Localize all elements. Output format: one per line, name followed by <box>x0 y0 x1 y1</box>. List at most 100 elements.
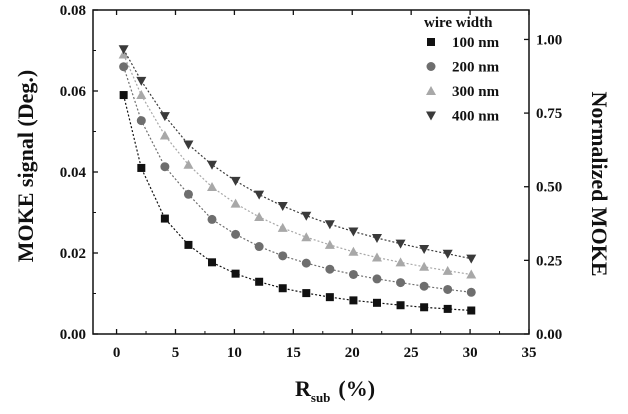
data-point <box>184 240 193 249</box>
data-point <box>395 239 406 249</box>
data-point <box>466 287 476 297</box>
legend-marker <box>426 86 436 95</box>
legend-label: 100 nm <box>452 35 500 51</box>
data-point <box>372 298 381 307</box>
data-point <box>420 303 429 312</box>
data-point <box>395 257 406 267</box>
legend-label: 400 nm <box>452 109 500 125</box>
x-tick-label: 5 <box>172 345 180 361</box>
y2-tick-label: 1.00 <box>536 32 562 48</box>
data-point <box>159 130 170 140</box>
data-point <box>278 284 287 293</box>
y-axis-title: MOKE signal (Deg.) <box>13 70 38 263</box>
fit-line <box>123 66 472 293</box>
data-point <box>254 242 264 252</box>
y-tick-label: 0.00 <box>60 327 86 343</box>
data-point <box>443 304 452 313</box>
data-point <box>118 45 129 55</box>
data-point <box>278 251 288 261</box>
data-point <box>119 62 129 72</box>
data-point <box>348 246 359 256</box>
data-point <box>467 306 476 315</box>
y-tick-label: 0.08 <box>60 3 86 19</box>
ticks-layer: 0 5 10 15 20 25 30 35 0.00 0.02 0.04 0.06 0.08 0.00 0.… <box>60 3 563 361</box>
x-tick-label: 30 <box>463 345 478 361</box>
data-point <box>301 211 312 221</box>
y2-tick-label: 0.25 <box>536 253 562 269</box>
data-point <box>183 159 194 169</box>
y2-axis-title: Normalized MOKE <box>587 91 612 276</box>
x-tick-label: 25 <box>404 345 419 361</box>
y-tick-label: 0.02 <box>60 246 86 262</box>
data-point <box>119 91 128 100</box>
legend-item: 300 nm <box>426 84 500 100</box>
data-point <box>325 264 335 274</box>
y-tick-label: 0.06 <box>60 84 87 100</box>
fit-line <box>123 94 472 312</box>
data-point <box>208 258 217 267</box>
data-point <box>372 274 382 284</box>
x-tick-label: 35 <box>522 345 537 361</box>
data-point <box>160 214 169 223</box>
data-point <box>230 176 241 186</box>
data-point <box>324 239 335 249</box>
x-tick-label: 10 <box>227 345 242 361</box>
data-point <box>419 261 430 271</box>
y2-tick-label: 0.75 <box>536 106 562 122</box>
data-point <box>349 296 358 305</box>
data-point <box>160 162 170 172</box>
data-point <box>254 211 265 221</box>
series-300-nm <box>118 49 477 279</box>
data-point <box>371 252 382 262</box>
data-point <box>301 258 311 268</box>
data-point <box>231 269 240 278</box>
data-point <box>301 232 312 242</box>
data-point <box>183 140 194 150</box>
x-axis-title-symbol: R <box>295 376 312 401</box>
data-point <box>348 227 359 237</box>
series-100-nm <box>119 91 476 315</box>
data-point <box>183 189 193 199</box>
legend-item: 200 nm <box>426 60 500 76</box>
legend-label: 300 nm <box>452 84 500 100</box>
data-point <box>466 269 477 279</box>
legend-item: 100 nm <box>427 35 500 51</box>
legend-marker <box>426 62 436 71</box>
data-point <box>255 277 264 286</box>
data-point <box>231 229 241 239</box>
data-point <box>442 249 453 259</box>
series-400-nm <box>118 45 477 264</box>
data-point <box>230 198 241 208</box>
svg-text:Rsub(%): Rsub (%) <box>295 376 375 405</box>
data-point <box>443 284 453 294</box>
legend-item: 400 nm <box>426 109 500 125</box>
data-point <box>136 76 147 86</box>
x-tick-label: 15 <box>286 345 301 361</box>
data-point <box>419 244 430 254</box>
x-axis-title-unit: (%) <box>338 376 375 401</box>
x-axis-title-subscript: sub <box>311 390 331 405</box>
data-point <box>277 222 288 232</box>
data-point <box>159 112 170 122</box>
data-point <box>442 265 453 275</box>
data-point <box>207 214 217 224</box>
y2-tick-label: 0.50 <box>536 180 562 196</box>
data-point <box>137 163 146 172</box>
data-point <box>396 301 405 310</box>
data-point <box>254 190 265 200</box>
legend-title: wire width <box>424 15 493 31</box>
legend: wire width 100 nm 200 nm 300 nm 400 nm <box>424 15 500 125</box>
x-tick-label: 0 <box>113 345 121 361</box>
legend-marker <box>426 111 436 121</box>
data-point <box>348 269 358 279</box>
series-200-nm <box>119 62 476 297</box>
data-point <box>371 234 382 244</box>
data-point <box>396 278 406 288</box>
series-layer <box>118 45 477 315</box>
fit-line <box>123 49 472 260</box>
data-point <box>207 181 218 191</box>
legend-label: 200 nm <box>452 60 500 76</box>
y2-tick-label: 0.00 <box>536 327 562 343</box>
data-point <box>277 202 288 212</box>
